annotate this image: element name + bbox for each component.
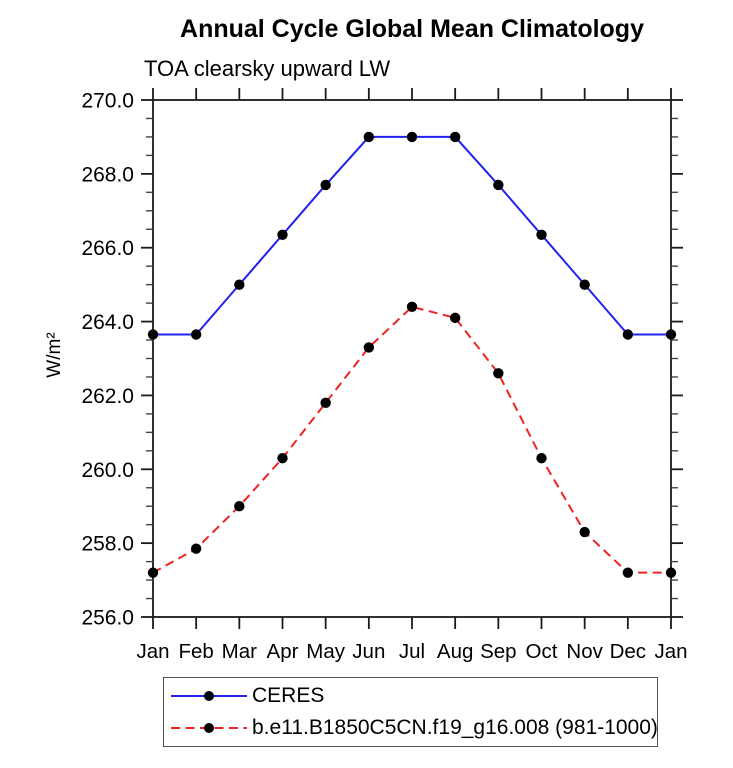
legend: CERES b.e11.B1850C5CN.f19_g16.008 (981-1… [163,677,658,747]
svg-text:Nov: Nov [566,640,603,663]
chart-subtitle: TOA clearsky upward LW [144,56,391,81]
svg-text:Mar: Mar [222,640,257,663]
svg-text:260.0: 260.0 [81,459,134,482]
svg-text:258.0: 258.0 [81,533,134,556]
svg-text:Jun: Jun [352,640,385,663]
svg-text:Jan: Jan [136,640,169,663]
legend-item-model: b.e11.B1850C5CN.f19_g16.008 (981-1000) [168,713,658,743]
legend-item-ceres: CERES [168,681,657,711]
svg-text:Jan: Jan [654,640,687,663]
legend-line-sample-solid [171,690,247,701]
svg-text:270.0: 270.0 [81,90,134,113]
svg-text:Jul: Jul [399,640,425,663]
svg-text:268.0: 268.0 [81,163,134,186]
svg-text:Aug: Aug [437,640,473,663]
svg-text:Sep: Sep [480,640,516,663]
svg-text:Oct: Oct [526,640,558,663]
svg-text:Apr: Apr [267,640,299,663]
svg-text:May: May [306,640,345,663]
legend-line-sample-dashed [171,723,247,734]
svg-text:264.0: 264.0 [81,311,134,334]
legend-label-ceres: CERES [252,683,325,707]
svg-text:Dec: Dec [610,640,646,663]
svg-text:Feb: Feb [179,640,214,663]
svg-text:256.0: 256.0 [81,607,134,630]
svg-text:262.0: 262.0 [81,385,134,408]
svg-text:266.0: 266.0 [81,237,134,260]
legend-label-model: b.e11.B1850C5CN.f19_g16.008 (981-1000) [252,716,658,740]
chart-title: Annual Cycle Global Mean Climatology [180,15,644,43]
